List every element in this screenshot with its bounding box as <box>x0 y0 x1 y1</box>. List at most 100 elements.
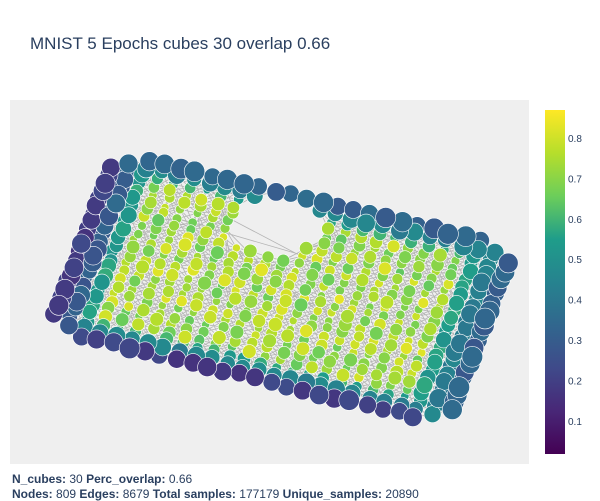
graph-node <box>229 324 245 340</box>
nodes-label: Nodes: <box>12 487 53 501</box>
graph-node <box>436 293 450 307</box>
graph-node <box>322 354 337 369</box>
graph-node <box>386 239 401 254</box>
colorbar-tick-label: 0.4 <box>568 296 582 307</box>
graph-node <box>402 284 417 298</box>
graph-node <box>261 250 275 264</box>
colorbar-ticks: 0.1 0.2 0.3 0.4 0.5 0.6 0.7 0.8 <box>568 134 582 428</box>
graph-node <box>317 236 332 250</box>
graph-node <box>305 268 319 282</box>
graph-node <box>345 252 359 265</box>
graph-node <box>400 341 413 355</box>
graph-node <box>144 195 158 210</box>
graph-node <box>228 291 243 306</box>
perc-overlap-value: 0.66 <box>168 472 193 486</box>
graph-node <box>309 384 330 405</box>
graph-node <box>168 312 181 325</box>
graph-node <box>277 345 291 360</box>
graph-node <box>395 309 406 320</box>
graph-node <box>162 285 175 298</box>
graph-node <box>238 309 253 323</box>
graph-node <box>426 353 443 371</box>
graph-node <box>313 191 335 213</box>
graph-node <box>293 297 309 313</box>
graph-node <box>83 246 103 266</box>
graph-node <box>280 328 295 343</box>
graph-node <box>243 243 258 259</box>
graph-node <box>472 272 492 293</box>
graph-node <box>71 233 92 254</box>
colorbar-tick-label: 0.5 <box>568 255 582 266</box>
graph-node <box>115 312 130 327</box>
graph-node <box>267 317 283 332</box>
nodes-value: 809 <box>56 487 77 501</box>
graph-node <box>498 252 519 274</box>
graph-node <box>106 193 126 214</box>
graph-node <box>177 196 192 210</box>
colorbar-tick-label: 0.3 <box>568 336 582 347</box>
graph-node <box>296 189 317 209</box>
graph-node <box>203 310 218 325</box>
graph-node <box>118 337 141 359</box>
graph-node <box>133 229 144 239</box>
graph-node <box>276 253 291 268</box>
graph-node <box>142 244 156 258</box>
graph-node <box>123 290 136 303</box>
graph-node <box>402 374 417 389</box>
graph-node <box>370 368 383 382</box>
graph-node <box>131 317 146 332</box>
graph-node <box>374 400 392 419</box>
graph-node <box>363 250 377 264</box>
graph-node <box>181 282 192 293</box>
graph-node <box>299 324 314 338</box>
graph-node <box>269 274 283 289</box>
n-cubes-label: N_cubes: <box>12 472 67 486</box>
graph-node <box>126 239 141 255</box>
edges-value: 8679 <box>122 487 150 501</box>
graph-node <box>398 250 412 264</box>
graph-node <box>211 286 224 299</box>
graph-node <box>86 329 107 350</box>
graph-node <box>128 274 142 288</box>
graph-node <box>93 273 111 291</box>
graph-node <box>403 407 423 427</box>
graph-node <box>212 330 227 345</box>
graph-node <box>167 349 187 369</box>
graph-node <box>189 257 204 271</box>
graph-node <box>226 201 240 215</box>
graph-node <box>278 294 293 308</box>
graph-node <box>332 241 346 255</box>
graph-node <box>252 313 266 328</box>
graph-node <box>444 268 457 281</box>
graph-node <box>233 173 255 195</box>
graph-node <box>321 273 336 287</box>
graph-node <box>137 221 147 231</box>
graph-node <box>412 260 426 274</box>
graph-node <box>305 360 319 374</box>
colorbar-tick-label: 0.2 <box>568 377 582 388</box>
graph-node <box>359 315 371 327</box>
graph-node <box>356 213 376 233</box>
graph-node <box>112 280 125 294</box>
graph-node <box>183 274 193 284</box>
graph-node <box>448 376 470 399</box>
graph-node <box>94 173 116 194</box>
graph-node <box>217 273 232 288</box>
graph-node <box>335 368 350 383</box>
n-cubes-value: 30 <box>69 472 83 486</box>
graph-node <box>369 326 384 341</box>
graph-node <box>135 259 150 275</box>
graph-node <box>230 364 249 383</box>
graph-node <box>194 193 208 207</box>
graph-node <box>311 345 326 360</box>
edges-label: Edges: <box>79 487 120 501</box>
graph-node <box>437 223 459 245</box>
graph-node <box>353 330 365 343</box>
colorbar-tick-label: 0.6 <box>568 215 582 226</box>
graph-node <box>474 307 496 330</box>
graph-node <box>262 333 277 348</box>
unique-samples-label: Unique_samples: <box>282 487 383 501</box>
graph-node <box>358 395 377 415</box>
graph-node <box>417 297 429 309</box>
